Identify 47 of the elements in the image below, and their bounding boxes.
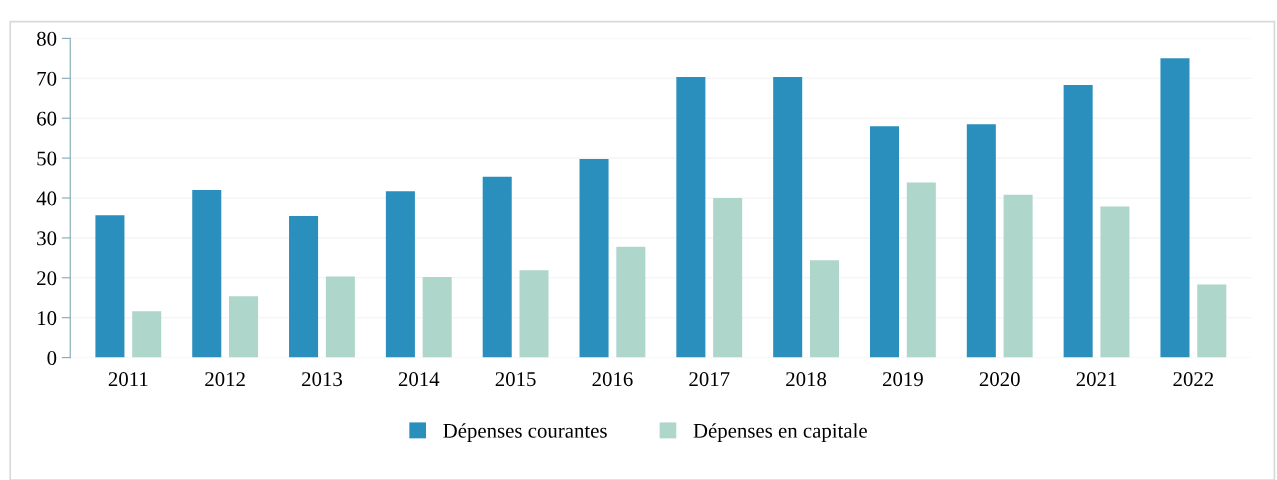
y-tick-label: 60 [37,111,57,126]
y-tick-label: 0 [47,350,57,366]
bar [132,311,162,358]
x-tick-label: 2021 [1076,372,1117,387]
bar [385,191,415,358]
y-tick-label: 50 [37,151,57,166]
bar [616,246,646,358]
x-tick-label: 2016 [592,372,633,387]
legend-label: Dépenses courantes [443,423,607,443]
x-tick-label: 2012 [205,372,245,387]
bar [579,158,609,358]
x-tick-label: 2014 [398,372,440,387]
bar [676,77,706,358]
bar [1100,206,1130,358]
bar [1160,58,1190,358]
y-tick-label: 40 [36,191,57,206]
y-tick-label: 10 [38,311,57,326]
y-tick-label: 30 [37,231,57,246]
bar [966,124,996,358]
x-tick-label: 2015 [495,372,536,387]
y-tick-label: 20 [37,271,57,286]
x-tick-label: 2019 [882,372,923,387]
x-tick-label: 2018 [786,372,827,387]
bar [1197,284,1227,358]
bar [95,215,125,358]
bar [422,277,452,358]
bar [229,296,259,358]
x-tick-label: 2022 [1173,372,1214,387]
x-tick-label: 2017 [689,372,730,387]
bar [869,126,900,358]
bar [906,182,936,358]
y-tick-label: 70 [37,71,57,86]
bar [1063,85,1093,358]
y-tick-label: 80 [37,31,57,46]
bar [482,176,512,358]
bar [713,198,743,358]
bar [192,190,222,358]
bar [289,215,319,358]
bar [519,270,549,358]
x-tick-label: 2013 [302,372,342,387]
x-tick-label: 2011 [108,372,148,387]
bar [809,260,839,358]
legend-label: Dépenses en capitale [693,423,867,443]
bar [773,77,803,358]
bar [325,276,355,358]
bar [1003,194,1033,358]
x-tick-label: 2020 [979,372,1020,387]
